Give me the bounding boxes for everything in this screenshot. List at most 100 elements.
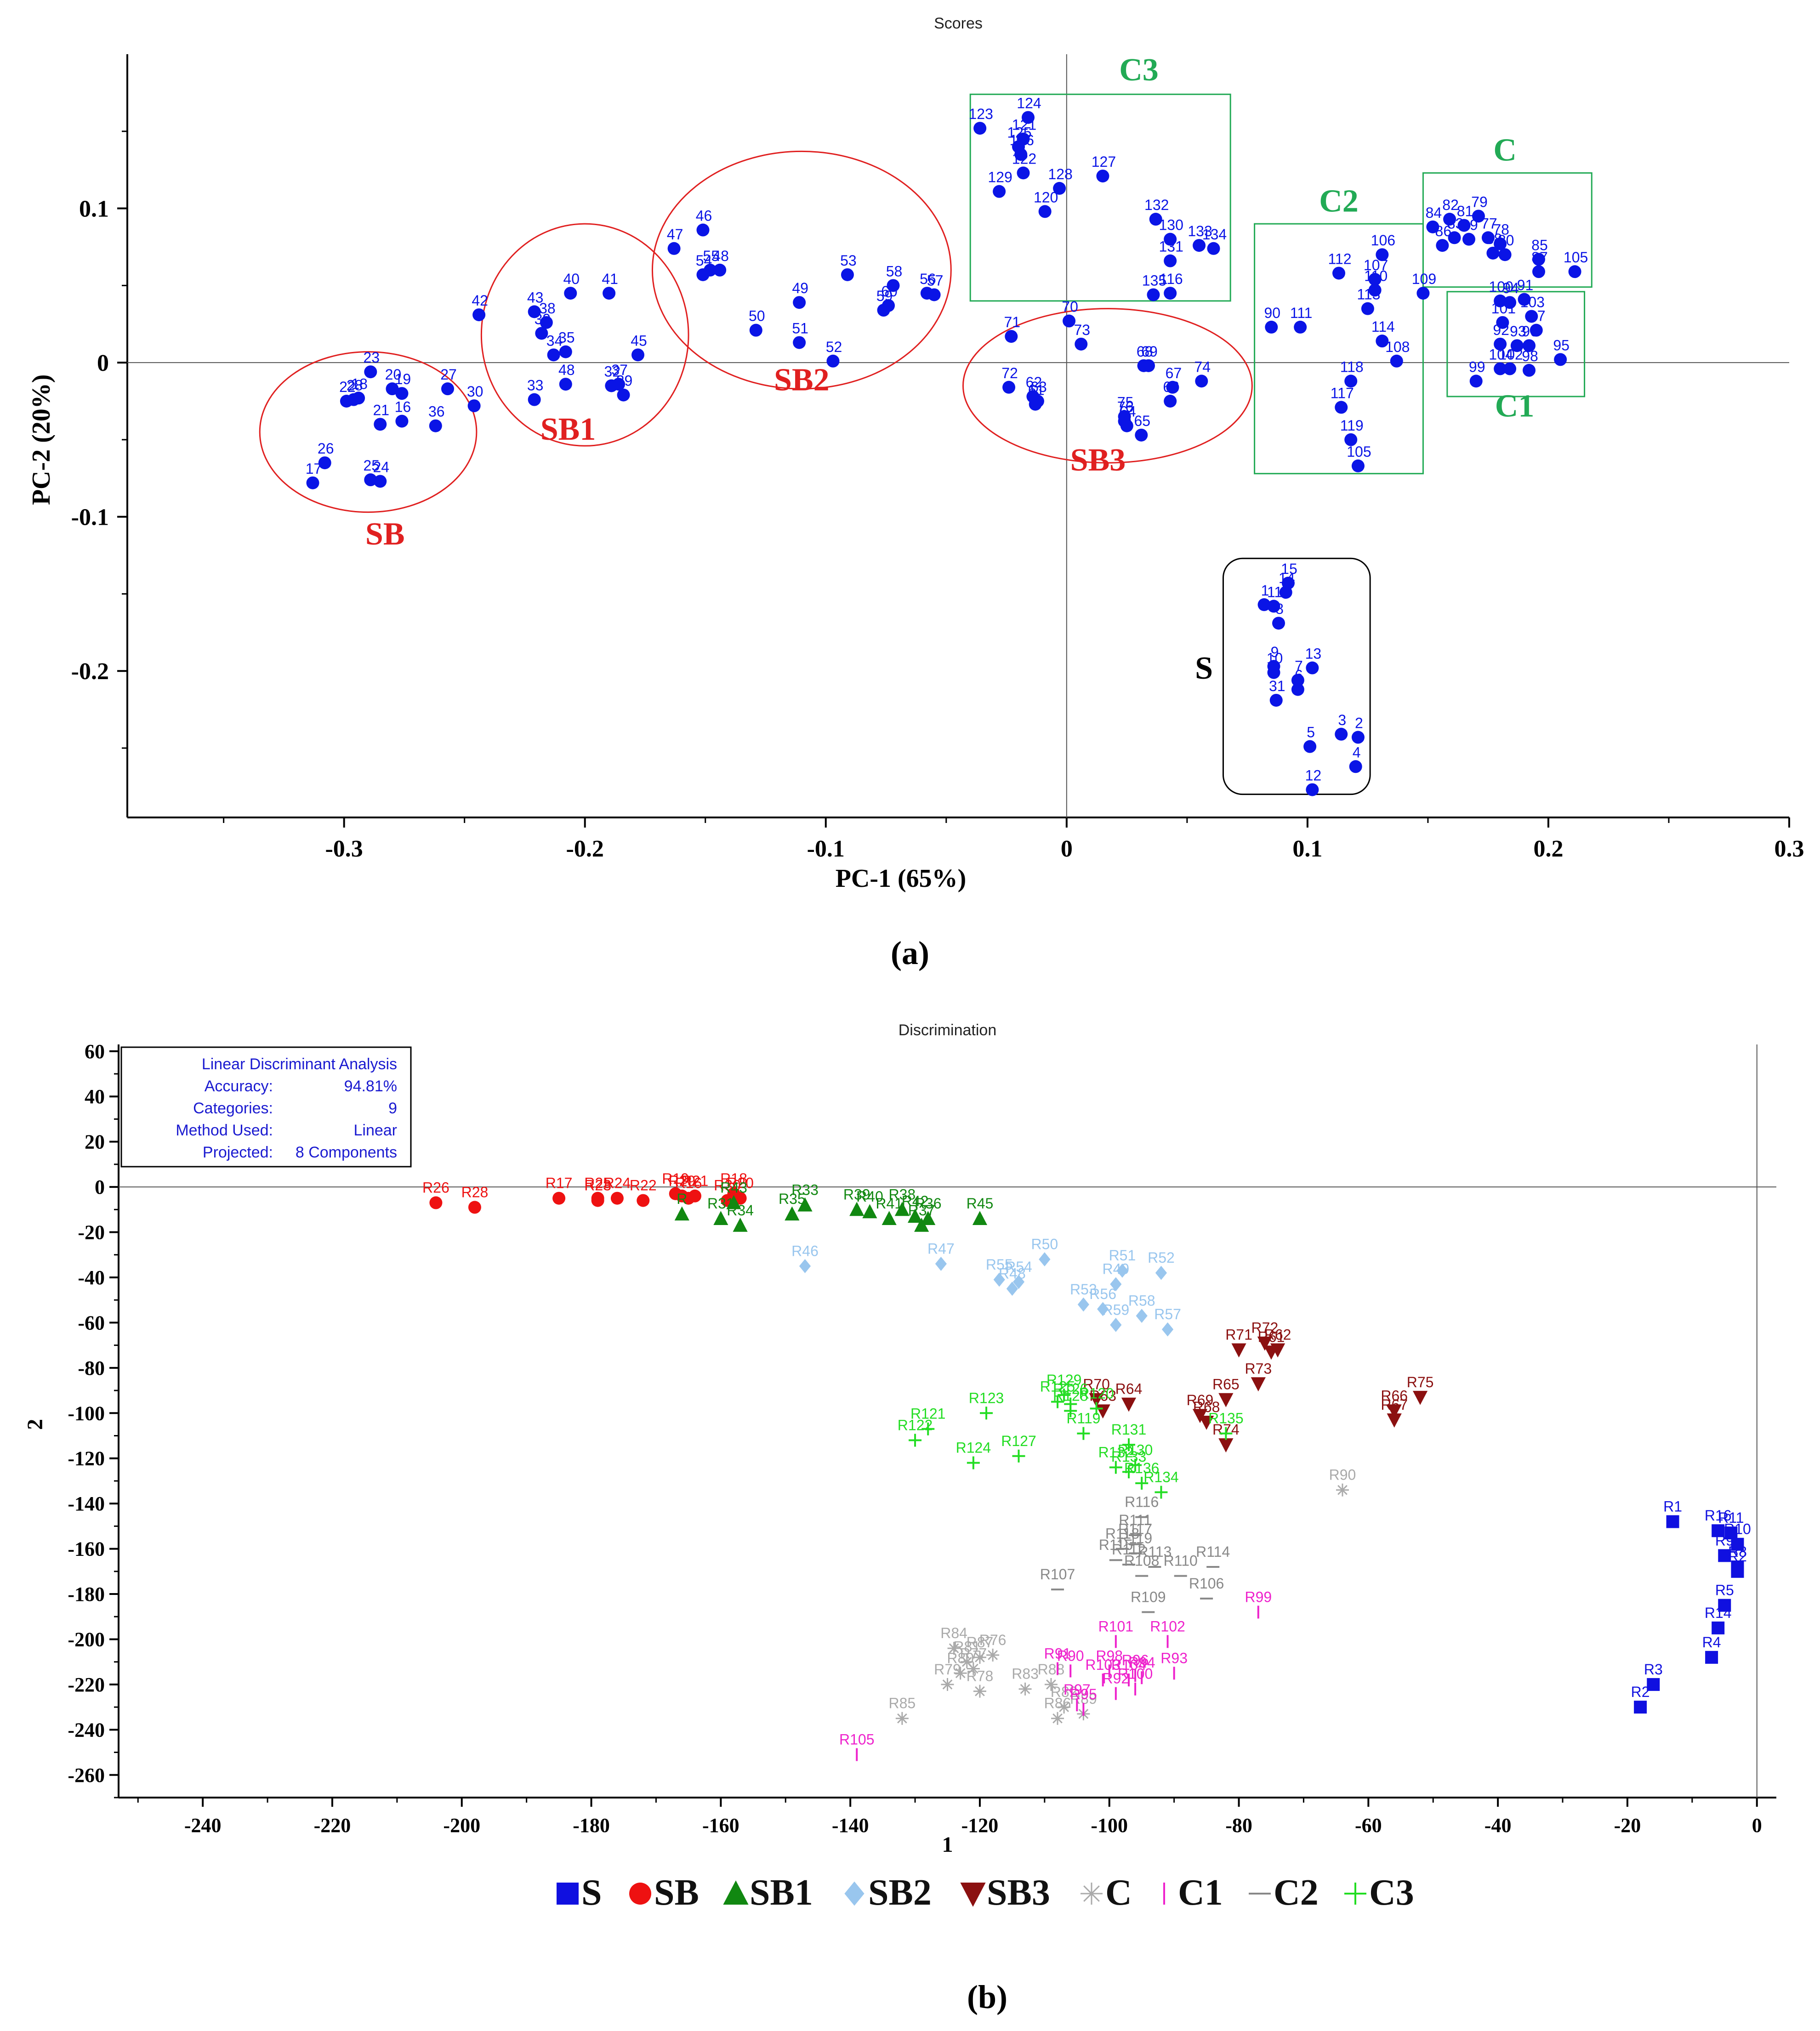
score-point	[1351, 731, 1365, 744]
lda-point-label: R35	[779, 1191, 806, 1207]
score-point-label: 41	[602, 271, 618, 287]
y-tick-label-b: -200	[68, 1628, 105, 1651]
group-c-box	[1422, 172, 1592, 288]
score-point-label: 135	[1142, 272, 1166, 289]
lda-point	[1218, 1393, 1234, 1407]
lda-point-label: R52	[1148, 1249, 1175, 1266]
y-tick-label-b: 40	[85, 1085, 105, 1108]
score-point	[429, 419, 442, 432]
lda-point	[1336, 1483, 1349, 1497]
score-point-label: 68	[1137, 343, 1153, 360]
score-point	[1166, 380, 1179, 394]
lda-point-label: R29	[668, 1173, 695, 1189]
lda-point-label: R48	[999, 1265, 1026, 1282]
score-point-label: 113	[1357, 286, 1380, 303]
score-point-label: 129	[988, 169, 1012, 186]
score-point-label: 36	[428, 403, 445, 420]
lda-point	[862, 1204, 877, 1219]
lda-point	[1090, 1402, 1103, 1415]
lda-point-label: R57	[1154, 1306, 1181, 1322]
score-point-label: 50	[749, 308, 765, 324]
lda-point-label: R96	[1122, 1652, 1149, 1668]
score-point	[1443, 213, 1456, 226]
lda-point	[1006, 1282, 1018, 1296]
lda-point-label: R23	[584, 1177, 611, 1194]
score-point-label: 121	[1012, 117, 1036, 133]
score-point-label: 47	[667, 226, 683, 243]
lda-point	[1129, 1458, 1142, 1472]
group-s-box	[1222, 557, 1371, 795]
score-point	[1344, 374, 1358, 388]
lda-point-label: R38	[889, 1186, 916, 1203]
score-point-label: 26	[318, 440, 334, 457]
lda-point	[674, 1206, 689, 1221]
score-point	[1005, 330, 1018, 343]
score-point	[667, 242, 681, 255]
score-point-label: 66	[1163, 379, 1179, 395]
x-tick-label-b: -240	[184, 1814, 222, 1837]
score-point-label: 45	[631, 332, 647, 349]
group-c1-box	[1446, 291, 1586, 397]
lda-point-label: R119	[1118, 1530, 1152, 1546]
score-point	[467, 399, 481, 413]
score-point	[1267, 600, 1280, 613]
lda-point-label: R71	[1225, 1326, 1252, 1343]
lda-point	[1705, 1651, 1718, 1664]
score-point	[1498, 248, 1512, 261]
lda-point	[1064, 1404, 1077, 1418]
lda-point	[591, 1194, 604, 1207]
lda-point-label: R101	[1098, 1618, 1134, 1634]
score-point-label: 117	[1331, 385, 1354, 401]
lda-point	[1135, 1476, 1149, 1490]
y-tick-label-b: -120	[68, 1447, 105, 1470]
y-tick-label-b: -240	[68, 1719, 105, 1741]
score-point-label: 112	[1328, 250, 1352, 267]
score-point-label: 31	[1269, 678, 1285, 694]
lda-point-label: R90	[1057, 1647, 1084, 1664]
score-point-label: 19	[395, 371, 411, 387]
group-sb-ellipse	[259, 351, 478, 513]
lda-point	[882, 1211, 897, 1225]
score-point-label: 42	[472, 292, 488, 309]
score-point	[1530, 323, 1543, 337]
lda-point	[1666, 1515, 1679, 1528]
score-point-label: 6	[1295, 667, 1303, 683]
lda-point-label: R108	[1124, 1553, 1160, 1569]
score-point-label: 18	[351, 375, 368, 392]
lda-point-label: R5	[1715, 1582, 1734, 1599]
score-point	[306, 476, 319, 489]
score-point	[374, 475, 387, 488]
lda-point-label: R84	[940, 1625, 967, 1641]
score-point	[1147, 288, 1160, 301]
score-point-label: 48	[712, 248, 729, 264]
lda-point	[1731, 1537, 1744, 1551]
lda-point-label: R45	[967, 1195, 994, 1212]
score-point-label: 81	[1457, 203, 1473, 219]
lda-point-label: R53	[1070, 1281, 1097, 1298]
score-point	[1361, 302, 1374, 315]
lda-point	[972, 1211, 988, 1225]
score-point-label: 73	[1074, 322, 1090, 338]
score-point	[713, 263, 727, 277]
lda-point-label: R75	[1407, 1374, 1434, 1390]
score-point	[528, 305, 541, 318]
score-point	[993, 185, 1006, 198]
info-box-value: Linear	[353, 1122, 397, 1139]
score-point-label: 86	[1435, 223, 1452, 239]
lda-point	[785, 1206, 800, 1221]
score-point	[1448, 231, 1461, 244]
panel-b: Discrimination-240 -220 -200 -180 -160 -140 -1…	[23, 1021, 1776, 1857]
x-tick-label-a: 0	[1061, 836, 1073, 862]
score-point-label: 92	[1493, 322, 1509, 338]
score-point	[1351, 459, 1365, 472]
score-point-label: 32	[604, 363, 621, 380]
lda-point	[1387, 1413, 1402, 1428]
lda-point-label: R25	[584, 1175, 611, 1191]
score-point-label: 98	[1522, 348, 1538, 364]
score-point	[1510, 339, 1524, 352]
info-box-label: Method Used:	[176, 1122, 273, 1139]
group-c3-label: C3	[1119, 52, 1159, 88]
legend-marker-s	[557, 1883, 579, 1905]
lda-point	[468, 1201, 481, 1214]
